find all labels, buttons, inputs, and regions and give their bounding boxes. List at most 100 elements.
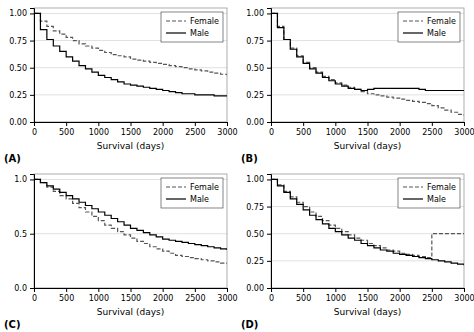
legend-label: Male — [190, 29, 209, 38]
tick-mark — [227, 288, 228, 292]
tick-label: 0.50 — [9, 64, 27, 73]
grid — [271, 13, 464, 122]
legend-swatch — [403, 198, 423, 199]
legend-label: Female — [190, 17, 219, 26]
series-line — [34, 13, 227, 75]
tick-mark — [267, 95, 271, 96]
series-line — [34, 179, 227, 250]
tick-label: 0.75 — [9, 37, 27, 46]
legend-box — [161, 178, 223, 208]
figure: 0 500 1000 1500 2000 2500 3000 0.00 0.25 0.50 0.75… — [0, 0, 474, 332]
tick-label: 0.75 — [246, 37, 264, 46]
tick: 0.25 — [246, 91, 271, 100]
axis-line — [35, 123, 228, 127]
legend-swatch — [166, 198, 186, 199]
tick-mark — [195, 122, 196, 126]
tick: 0.50 — [246, 230, 271, 239]
tick-label: 3000 — [217, 128, 237, 137]
legend-label: Female — [427, 17, 456, 26]
tick-label: 2000 — [390, 128, 410, 137]
legend-label: Female — [190, 183, 219, 192]
tick: 2500 — [422, 122, 442, 137]
panel: 0500100015002000250030000.000.250.500.75… — [241, 174, 474, 330]
legend-label: Male — [427, 29, 446, 38]
tick: 500 — [296, 288, 311, 303]
tick-mark — [267, 179, 271, 180]
tick-label: 2500 — [422, 128, 442, 137]
tick: 1.00 — [246, 175, 271, 184]
axis-line — [35, 289, 228, 293]
tick-mark — [267, 68, 271, 69]
tick-label: 2000 — [153, 294, 173, 303]
tick-mark — [368, 122, 369, 126]
panel: 0500100015002000250030000.000.250.500.75… — [4, 8, 238, 164]
x-axis: 050010001500200025003000 — [32, 122, 238, 137]
tick-label: 0.50 — [246, 230, 264, 239]
tick: 3000 — [454, 122, 474, 137]
tick-label: 0.00 — [246, 284, 264, 293]
tick-label: 2500 — [185, 294, 205, 303]
grid-line — [271, 67, 464, 68]
tick-mark — [131, 288, 132, 292]
legend-label: Male — [427, 195, 446, 204]
tick-mark — [30, 41, 34, 42]
series-line — [271, 13, 464, 90]
legend: Female Male — [398, 12, 460, 42]
legend: Female Male — [161, 12, 223, 42]
tick: 1000 — [326, 122, 346, 137]
tick-mark — [303, 122, 304, 126]
y-axis: 0.000.250.500.751.00 — [246, 175, 271, 294]
tick-mark — [400, 288, 401, 292]
legend-swatch — [403, 186, 423, 187]
tick-label: 0 — [269, 294, 274, 303]
plot-frame — [271, 8, 464, 122]
tick: 1000 — [326, 288, 346, 303]
tick: 2000 — [153, 122, 173, 137]
tick-mark — [98, 288, 99, 292]
x-axis: 050010001500200025003000 — [32, 288, 238, 303]
tick: 1500 — [121, 122, 141, 137]
tick: 1500 — [358, 288, 378, 303]
legend-swatch — [403, 20, 423, 21]
tick: 0 — [32, 288, 37, 303]
tick-mark — [30, 122, 34, 123]
tick-mark — [30, 68, 34, 69]
tick: 0.25 — [9, 91, 34, 100]
grid — [271, 179, 464, 288]
tick-mark — [335, 122, 336, 126]
tick-mark — [267, 122, 271, 123]
tick: 1.0 — [14, 175, 34, 184]
legend-box — [161, 12, 223, 42]
tick: 2500 — [422, 288, 442, 303]
tick-label: 500 — [296, 294, 311, 303]
legend-box — [398, 178, 460, 208]
x-axis: 050010001500200025003000 — [269, 122, 474, 137]
panel-label: (A) — [4, 153, 21, 164]
panel-label: (C) — [4, 319, 20, 330]
tick: 0.75 — [9, 37, 34, 46]
tick-label: 3000 — [217, 294, 237, 303]
axis-line — [272, 289, 465, 293]
x-axis: 050010001500200025003000 — [269, 288, 474, 303]
plot-frame — [271, 174, 464, 288]
legend-box — [398, 12, 460, 42]
tick: 0.25 — [246, 257, 271, 266]
tick-label: 1.00 — [246, 175, 264, 184]
tick-mark — [131, 122, 132, 126]
tick-label: 3000 — [454, 294, 474, 303]
legend-label: Female — [427, 183, 456, 192]
tick: 1500 — [121, 288, 141, 303]
tick-mark — [30, 13, 34, 14]
tick-mark — [195, 288, 196, 292]
legend-swatch — [166, 20, 186, 21]
plot-frame — [34, 174, 227, 288]
series-line — [271, 13, 464, 115]
y-axis: 0.00.51.0 — [14, 175, 34, 294]
tick: 1000 — [89, 288, 109, 303]
tick-label: 0 — [32, 128, 37, 137]
tick-label: 1.0 — [14, 175, 27, 184]
tick: 0.00 — [9, 118, 34, 127]
tick-label: 500 — [59, 128, 74, 137]
grid-line — [271, 260, 464, 261]
x-axis-title: Survival (days) — [334, 307, 401, 317]
